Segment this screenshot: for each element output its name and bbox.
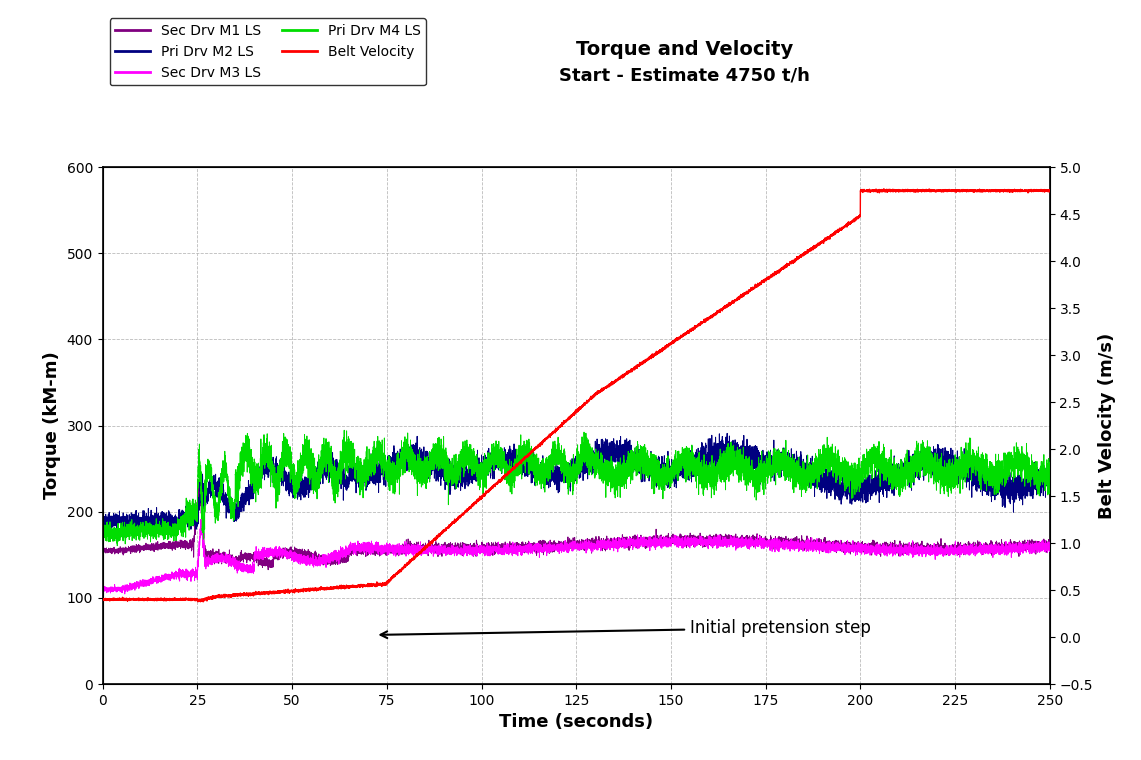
- Y-axis label: Belt Velocity (m/s): Belt Velocity (m/s): [1099, 332, 1117, 519]
- Text: Torque and Velocity: Torque and Velocity: [576, 40, 793, 59]
- Y-axis label: Torque (kM-m): Torque (kM-m): [43, 352, 60, 499]
- Text: Initial pretension step: Initial pretension step: [381, 619, 871, 638]
- X-axis label: Time (seconds): Time (seconds): [499, 714, 654, 731]
- Legend: Sec Drv M1 LS, Pri Drv M2 LS, Sec Drv M3 LS, Pri Drv M4 LS, Belt Velocity: Sec Drv M1 LS, Pri Drv M2 LS, Sec Drv M3…: [110, 18, 427, 85]
- Text: Start - Estimate 4750 t/h: Start - Estimate 4750 t/h: [559, 67, 810, 85]
